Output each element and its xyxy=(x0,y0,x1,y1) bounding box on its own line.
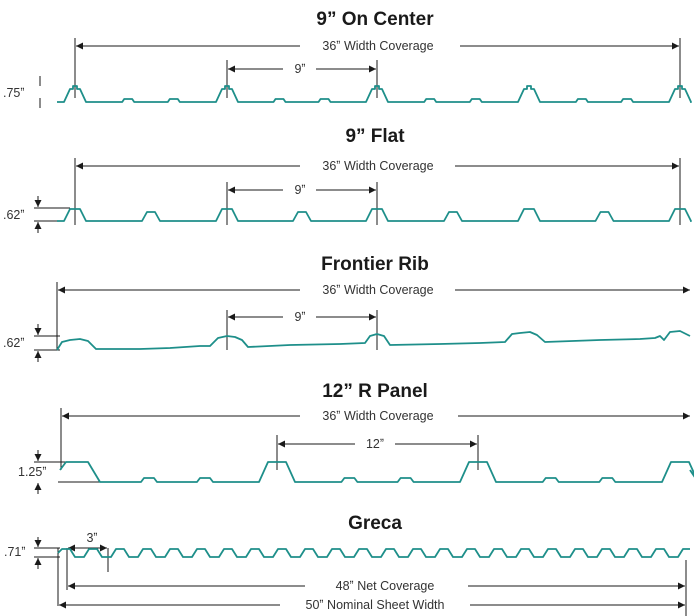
panel-title: Frontier Rib xyxy=(321,254,429,275)
panel-9-flat: 9” Flat 36ˮ Width Coverage 9ˮ .62ˮ xyxy=(3,126,692,233)
panel-profile xyxy=(56,330,691,351)
panel-9-on-center: 9” On Center 36ˮ Width Coverage 9ˮ .75ˮ xyxy=(3,9,692,108)
panel-profile xyxy=(57,85,692,103)
panel-greca: Greca 3ˮ 48ˮ Net Coverage 50ˮ Nominal Sh… xyxy=(4,513,690,616)
height-label: .62ˮ xyxy=(3,336,25,350)
panel-frontier-rib: Frontier Rib 36ˮ Width Coverage 9ˮ .62ˮ xyxy=(3,254,691,362)
width-coverage-label: 36ˮ Width Coverage xyxy=(322,159,433,173)
height-label: .75ˮ xyxy=(3,86,25,100)
width-coverage-label: 36ˮ Width Coverage xyxy=(322,409,433,423)
panel-title: 9” Flat xyxy=(345,126,405,147)
panel-profile xyxy=(57,548,690,558)
panel-title: 12” R Panel xyxy=(322,381,428,402)
panel-profile xyxy=(57,208,692,222)
spacing-label: 9ˮ xyxy=(294,62,305,76)
width-coverage-label: 36ˮ Width Coverage xyxy=(322,39,433,53)
height-label: .62ˮ xyxy=(3,208,25,222)
spacing-label: 9ˮ xyxy=(294,183,305,197)
height-label: 1.25ˮ xyxy=(18,465,47,479)
nominal-sheet-width-label: 50ˮ Nominal Sheet Width xyxy=(306,598,445,612)
net-coverage-label: 48ˮ Net Coverage xyxy=(336,579,435,593)
width-coverage-label: 36ˮ Width Coverage xyxy=(322,283,433,297)
panel-title: Greca xyxy=(348,513,402,534)
spacing-label: 3ˮ xyxy=(86,531,97,545)
panel-title: 9” On Center xyxy=(316,9,434,30)
spacing-label: 9ˮ xyxy=(294,310,305,324)
spacing-label: 12ˮ xyxy=(366,437,384,451)
panel-12-r-panel: 12” R Panel 36ˮ Width Coverage 12ˮ 1.25ˮ xyxy=(18,381,694,494)
panel-profile xyxy=(59,461,694,483)
height-label: .71ˮ xyxy=(4,545,26,559)
